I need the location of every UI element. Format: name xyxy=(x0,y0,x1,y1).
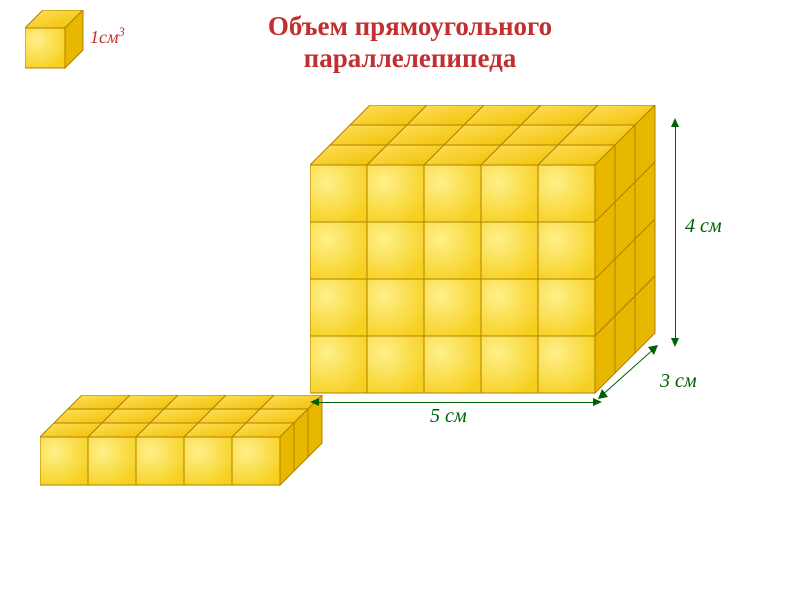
title-line-1: Объем прямоугольного xyxy=(268,11,552,41)
unit-cube-diagram xyxy=(25,10,115,95)
unit-cube-label: 1см3 xyxy=(90,25,125,48)
title-line-2: параллелепипеда xyxy=(304,43,517,73)
unit-cube-label-text: 1см xyxy=(90,27,118,47)
bottom-layer-diagram xyxy=(40,395,370,520)
dim-width-arrow-l xyxy=(310,398,319,406)
dim-width-label: 5 см xyxy=(430,405,467,428)
page-title: Объем прямоугольного параллелепипеда xyxy=(200,10,620,75)
dim-height-label: 4 см xyxy=(685,215,722,238)
dim-depth-label: 3 см xyxy=(660,370,697,393)
dim-height-arrow-u xyxy=(671,118,679,127)
dim-width-line xyxy=(315,402,597,403)
dim-height-line xyxy=(675,125,676,340)
unit-cube-label-exp: 3 xyxy=(118,25,124,39)
dim-height-arrow-d xyxy=(671,338,679,347)
